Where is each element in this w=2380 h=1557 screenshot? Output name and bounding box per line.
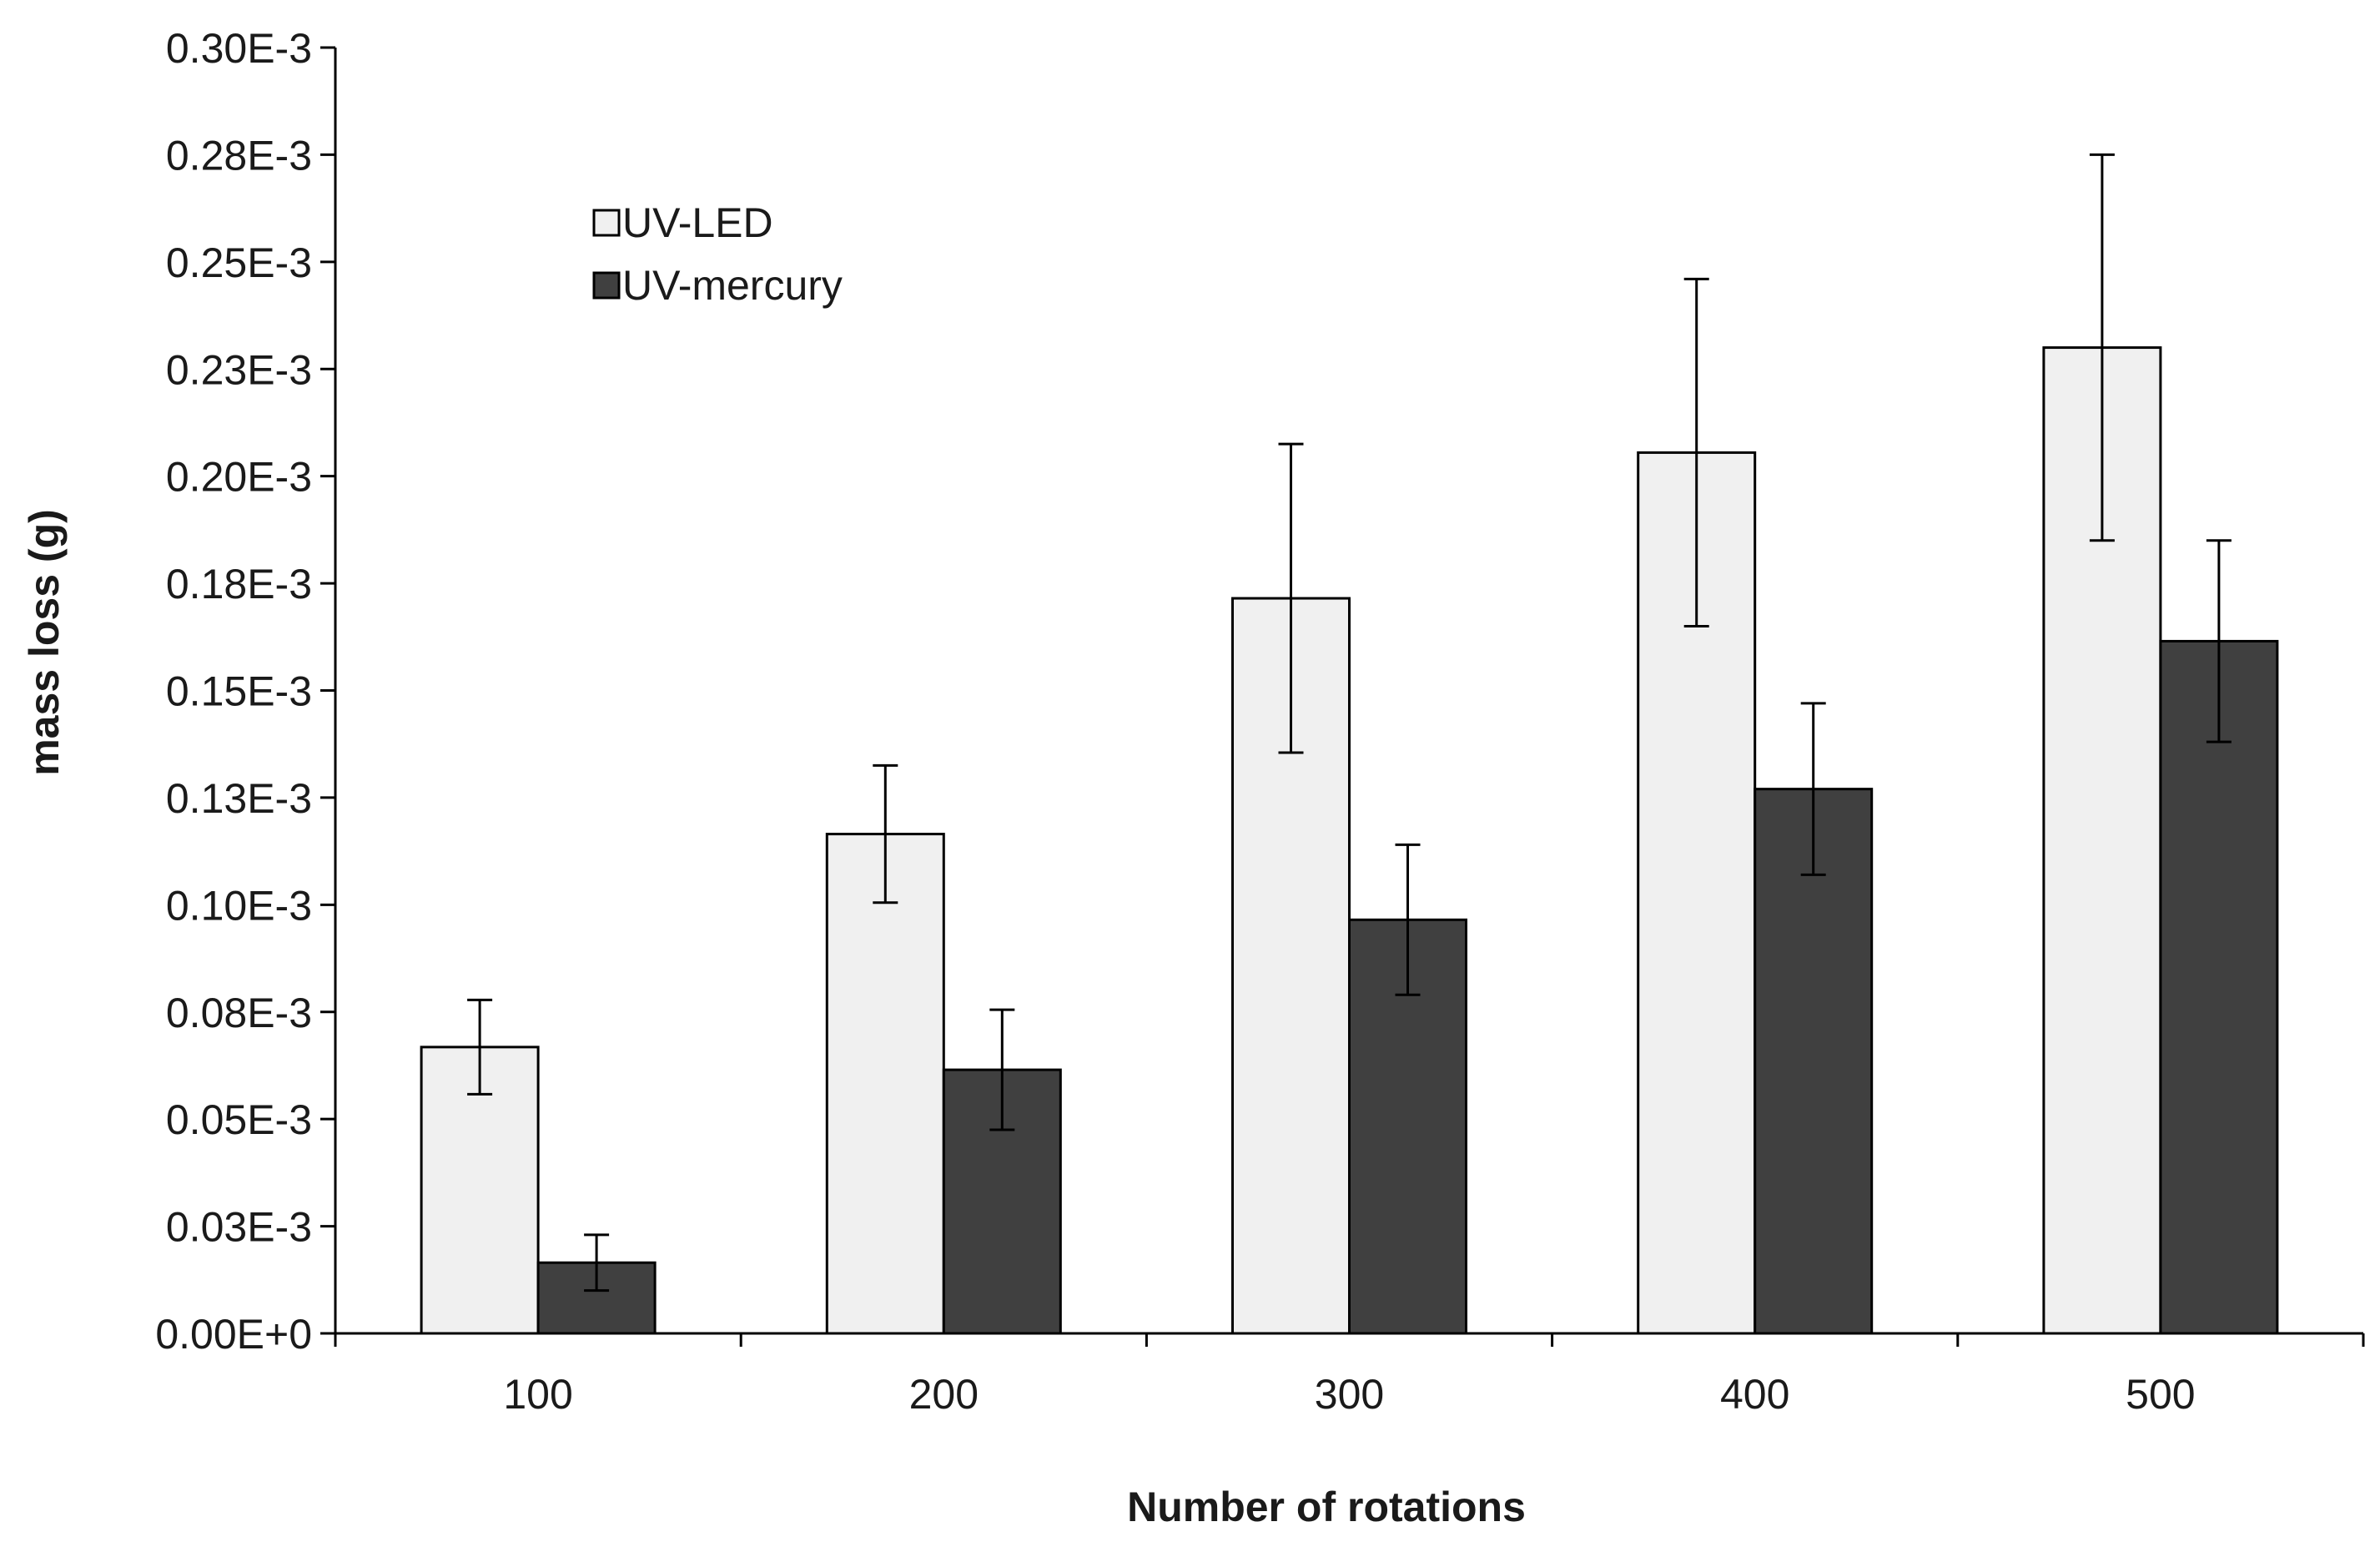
- error-bar-uv-mercury-500: [2206, 539, 2232, 743]
- legend-label-uv-mercury: UV-mercury: [622, 262, 843, 309]
- error-bar-uv-mercury-300: [1395, 843, 1421, 996]
- x-tick-label: 400: [1720, 1371, 1789, 1418]
- error-bar-uv-led-300: [1278, 442, 1304, 754]
- x-tick-label: 500: [2126, 1371, 2195, 1418]
- y-tick-label: 0.10E-3: [166, 882, 312, 929]
- y-tick-label: 0.25E-3: [166, 239, 312, 286]
- y-tick-label: 0.13E-3: [166, 775, 312, 822]
- bar-uv-led-100: [420, 1046, 540, 1335]
- legend-label-uv-led: UV-LED: [622, 199, 773, 246]
- legend-swatch-uv-led: [592, 209, 621, 237]
- y-tick-label: 0.30E-3: [166, 25, 312, 72]
- y-axis-title: mass loss (g): [21, 509, 68, 776]
- bars: [420, 346, 2279, 1335]
- y-tick-label: 0.23E-3: [166, 346, 312, 393]
- x-tick-label: 100: [503, 1371, 572, 1418]
- error-bar-uv-led-400: [1683, 277, 1709, 627]
- bar-uv-mercury-500: [2159, 639, 2279, 1335]
- error-bar-uv-mercury-100: [584, 1233, 610, 1292]
- y-tick-label: 0.18E-3: [166, 561, 312, 607]
- y-tick-label: 0.05E-3: [166, 1096, 312, 1143]
- error-bar-uv-led-500: [2089, 153, 2115, 542]
- error-bar-uv-mercury-400: [1800, 702, 1826, 876]
- error-bars: [467, 153, 2232, 1292]
- y-tick-label: 0.15E-3: [166, 668, 312, 715]
- y-tick-label: 0.08E-3: [166, 990, 312, 1036]
- y-tick-label: 0.28E-3: [166, 132, 312, 179]
- x-tick-label: 300: [1315, 1371, 1384, 1418]
- y-tick-label: 0.03E-3: [166, 1204, 312, 1251]
- y-tick-label: 0.00E+0: [155, 1311, 312, 1358]
- y-axis: 0.00E+0 0.03E-3 0.05E-3 0.08E-3 0.10E-3 0.13E…: [155, 25, 337, 1358]
- error-bar-uv-led-100: [467, 998, 493, 1096]
- y-tick-label: 0.20E-3: [166, 454, 312, 501]
- legend: UV-LED UV-mercury: [592, 199, 843, 309]
- error-bar-uv-led-200: [873, 763, 898, 904]
- x-axis-title: Number of rotations: [1127, 1484, 1526, 1530]
- bar-uv-mercury-400: [1754, 788, 1874, 1335]
- error-bar-uv-mercury-200: [989, 1008, 1015, 1131]
- x-axis: 100 200 300 400 500: [334, 1332, 2365, 1418]
- bar-uv-led-200: [825, 833, 945, 1335]
- x-tick-label: 200: [909, 1371, 979, 1418]
- legend-swatch-uv-mercury: [592, 271, 621, 300]
